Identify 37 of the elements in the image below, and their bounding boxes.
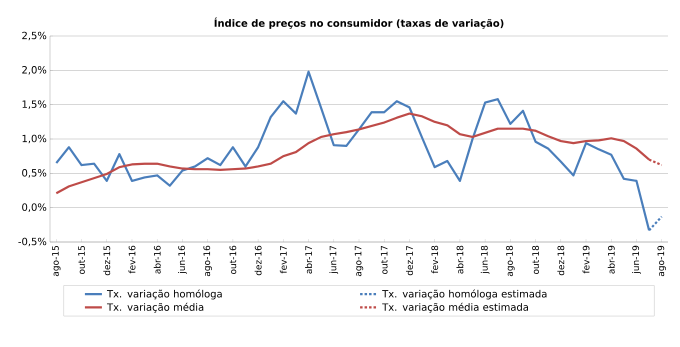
- x-tick-label: jun-16: [178, 246, 187, 274]
- x-tick-label: dez-15: [103, 246, 110, 276]
- x-tick-label: dez-18: [557, 246, 564, 276]
- x-tick-label: out-17: [380, 246, 388, 274]
- x-tick-label: ago-17: [354, 246, 364, 276]
- x-tick-label: jun-19: [632, 246, 641, 274]
- legend-label: Tx. variação homóloga: [106, 289, 222, 300]
- x-tick-label: dez-17: [406, 246, 413, 276]
- x-tick-label: dez-16: [254, 246, 262, 276]
- x-tick-label: ago-19: [657, 246, 666, 276]
- y-tick-label: 1,5%: [22, 100, 46, 109]
- chart-title: Índice de preços no consumidor (taxas de variação): [214, 18, 504, 29]
- y-tick-label: 2,0%: [22, 66, 46, 75]
- x-tick-label: fev-17: [280, 246, 287, 274]
- y-tick-label: 0,5%: [22, 169, 46, 178]
- x-tick-label: fev-18: [431, 246, 438, 274]
- x-tick-label: fev-19: [582, 246, 590, 274]
- x-tick-label: abr-19: [608, 246, 615, 274]
- legend-label: Tx. variação homóloga estimada: [382, 289, 546, 300]
- x-tick-label: out-15: [78, 246, 85, 274]
- x-tick-label: out-16: [229, 246, 236, 274]
- x-tick-label: fev-16: [128, 246, 136, 274]
- x-tick-label: abr-16: [154, 246, 161, 274]
- x-tick-label: ago-16: [203, 246, 212, 276]
- x-tick-label: ago-15: [52, 246, 60, 276]
- x-tick-label: abr-17: [305, 246, 312, 274]
- x-tick-label: abr-18: [456, 246, 464, 274]
- legend-label: Tx. variação média: [106, 302, 204, 313]
- y-tick-label: 1,0%: [22, 134, 46, 144]
- y-tick-label: 0,0%: [22, 203, 46, 212]
- y-tick-label: -0,5%: [18, 238, 46, 246]
- y-tick-label: 2,5%: [22, 32, 46, 40]
- legend-label: Tx. variação média estimada: [382, 302, 528, 313]
- x-tick-label: jun-18: [480, 246, 490, 274]
- x-tick-label: ago-18: [506, 246, 515, 276]
- x-tick-label: out-18: [532, 246, 539, 274]
- x-tick-label: jun-17: [329, 246, 338, 274]
